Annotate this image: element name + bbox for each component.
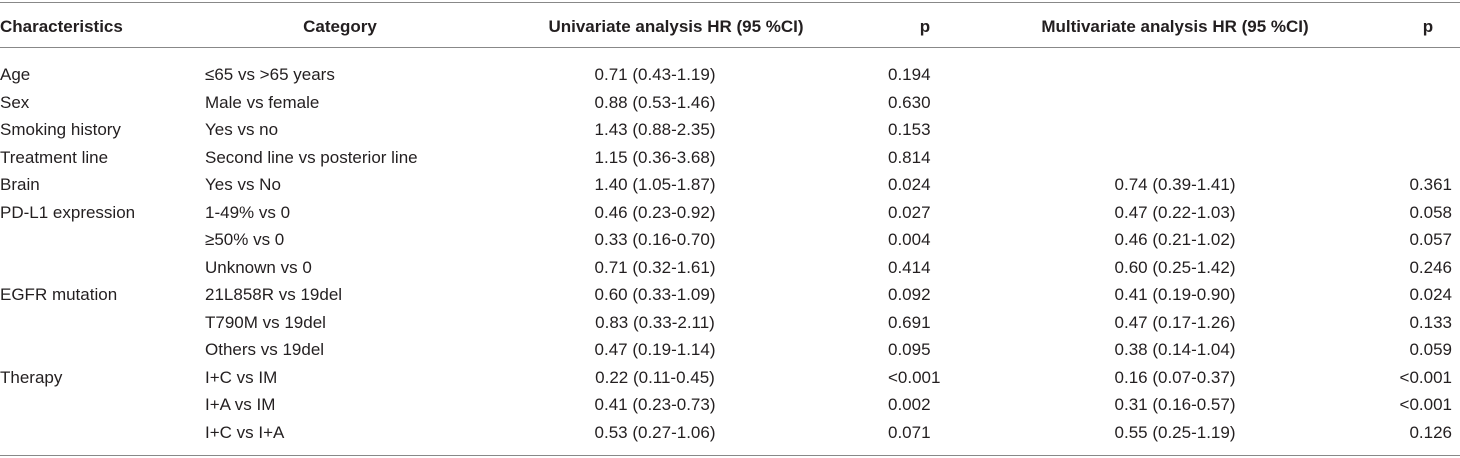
table-cell: 0.47 (0.22-1.03) — [1114, 202, 1236, 222]
table-cell: Age — [0, 65, 31, 84]
header-cell: p — [1422, 17, 1434, 36]
table-cell: 0.22 (0.11-0.45) — [595, 367, 715, 387]
table-cell: 0.60 (0.25-1.42) — [1114, 257, 1236, 277]
table-cell: 0.71 (0.43-1.19) — [594, 65, 716, 84]
table-cell: Yes vs no — [205, 120, 279, 139]
table-cell: 0.46 (0.23-0.92) — [594, 202, 716, 222]
table-cell: 0.47 (0.19-1.14) — [594, 340, 716, 359]
header-cell: Category — [303, 17, 377, 36]
header-cell: p — [919, 17, 931, 36]
table-cell: 0.414 — [888, 257, 931, 277]
table-cell: Male vs female — [205, 92, 320, 112]
table-cell: 0.16 (0.07-0.37) — [1114, 367, 1236, 387]
table-cell: Sex — [0, 92, 30, 112]
top-rule — [0, 2, 1460, 3]
table-cell: T790M vs 19del — [205, 312, 326, 332]
table-cell: Therapy — [0, 367, 63, 387]
table-cell: 0.004 — [888, 230, 931, 249]
table-cell: I+C vs I+A — [205, 422, 285, 442]
bottom-rule — [0, 455, 1460, 456]
table-cell: 0.246 — [1409, 257, 1452, 277]
table-cell: 0.126 — [1409, 422, 1452, 442]
table-cell: 0.071 — [888, 422, 931, 442]
header-cell: Multivariate analysis HR (95 %CI) — [1041, 17, 1309, 36]
table-cell: <0.001 — [888, 367, 941, 387]
table-cell: 0.41 (0.19-0.90) — [1114, 285, 1236, 304]
table-cell: 0.095 — [888, 340, 931, 359]
table-cell: 0.024 — [1409, 285, 1452, 304]
table-cell: 1.40 (1.05-1.87) — [594, 175, 716, 194]
table-cell: Treatment line — [0, 147, 109, 167]
table-cell: 0.814 — [888, 147, 931, 167]
table-cell: 0.361 — [1409, 175, 1452, 194]
table-cell: 0.092 — [888, 285, 931, 304]
table-cell: 0.38 (0.14-1.04) — [1114, 340, 1236, 359]
table-cell: 0.691 — [888, 312, 931, 332]
table-cell: 0.31 (0.16-0.57) — [1114, 395, 1236, 414]
table-cell: 0.133 — [1409, 312, 1452, 332]
table-cell: I+A vs IM — [205, 395, 276, 414]
table-cell: 0.057 — [1409, 230, 1452, 249]
table-cell: 0.002 — [888, 395, 931, 414]
table-cell: 0.47 (0.17-1.26) — [1114, 312, 1236, 332]
table-cell: 1.43 (0.88-2.35) — [594, 120, 716, 139]
table-cell: 0.153 — [888, 120, 931, 139]
table-cell: ≥50% vs 0 — [205, 230, 285, 249]
table-cell: 0.60 (0.33-1.09) — [594, 285, 716, 304]
table-cell: 0.058 — [1409, 202, 1452, 222]
table-cell: Others vs 19del — [205, 340, 325, 359]
table-cell: 1.15 (0.36-3.68) — [594, 147, 716, 167]
table-cell: Second line vs posterior line — [205, 147, 418, 167]
header-rule — [0, 47, 1460, 48]
table-cell: 0.53 (0.27-1.06) — [594, 422, 716, 442]
table-cell: 0.74 (0.39-1.41) — [1114, 175, 1236, 194]
table-cell: <0.001 — [1399, 367, 1452, 387]
table-cell: I+C vs IM — [205, 367, 278, 387]
table-cell: Unknown vs 0 — [205, 257, 312, 277]
table-cell: 0.024 — [888, 175, 931, 194]
table-cell: 0.46 (0.21-1.02) — [1114, 230, 1236, 249]
table-cell: Brain — [0, 175, 40, 194]
table-cell: 1-49% vs 0 — [205, 202, 291, 222]
table-cell: <0.001 — [1399, 395, 1452, 414]
table-cell: 0.41 (0.23-0.73) — [594, 395, 716, 414]
table-cell: Smoking history — [0, 120, 121, 139]
table-cell: 0.71 (0.32-1.61) — [594, 257, 716, 277]
table-cell: 0.55 (0.25-1.19) — [1114, 422, 1236, 442]
table-cell: 0.194 — [888, 65, 931, 84]
table-cell: 0.83 (0.33-2.11) — [595, 312, 715, 332]
table-cell: 0.33 (0.16-0.70) — [594, 230, 716, 249]
table-cell: 0.630 — [888, 92, 931, 112]
table-cell: EGFR mutation — [0, 285, 118, 304]
table-cell: 0.027 — [888, 202, 931, 222]
table-cell: PD-L1 expression — [0, 202, 136, 222]
table-cell: 0.059 — [1409, 340, 1452, 359]
header-cell: Univariate analysis HR (95 %CI) — [548, 17, 804, 36]
header-cell: Characteristics — [0, 17, 123, 36]
table-cell: Yes vs No — [205, 175, 281, 194]
table-cell: 21L858R vs 19del — [205, 285, 343, 304]
table-cell: 0.88 (0.53-1.46) — [594, 92, 716, 112]
table-cell: ≤65 vs >65 years — [205, 65, 335, 84]
